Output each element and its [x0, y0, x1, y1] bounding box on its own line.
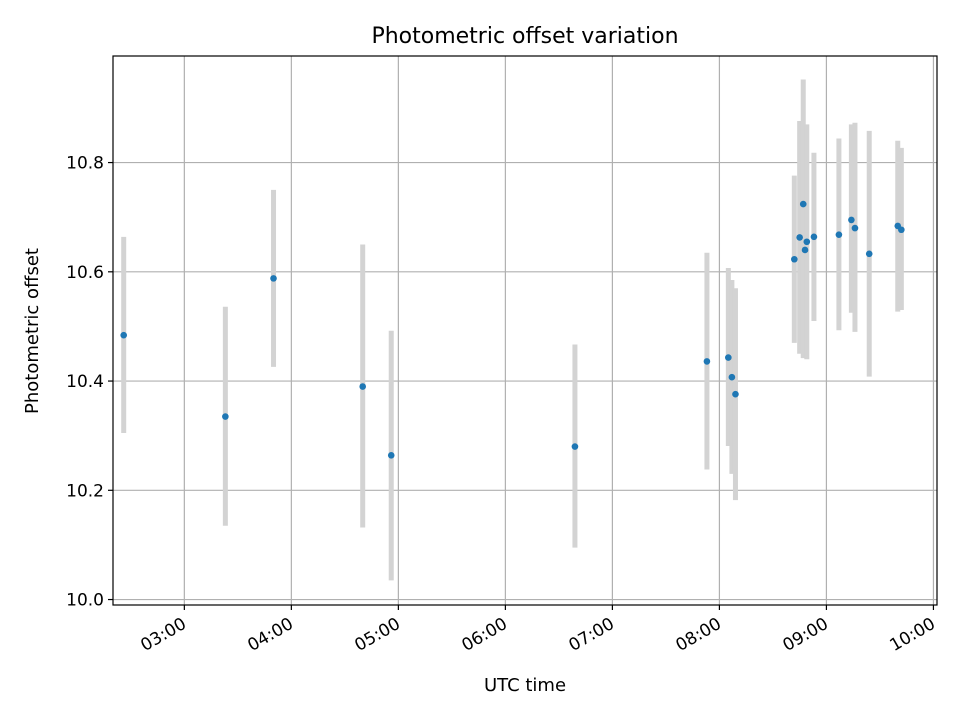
data-point [387, 452, 395, 459]
x-axis-label: UTC time [484, 675, 566, 696]
data-point [835, 231, 843, 238]
data-point [120, 331, 128, 339]
y-tick-label: 10.6 [66, 263, 104, 283]
data-point [571, 443, 579, 450]
data-point [801, 246, 809, 254]
y-tick-label: 10.8 [66, 154, 104, 174]
data-point [791, 255, 798, 263]
data-point [725, 354, 732, 361]
data-point [796, 234, 803, 241]
y-axis-label: Photometric offset [22, 248, 43, 414]
data-point [865, 250, 873, 258]
y-tick-label: 10.2 [66, 481, 104, 501]
plot-frame [112, 55, 938, 606]
data-point [898, 226, 905, 234]
data-point [851, 224, 859, 232]
data-point [270, 275, 277, 282]
data-point [703, 358, 711, 365]
data-point [803, 238, 811, 246]
chart-title: Photometric offset variation [371, 24, 678, 49]
data-point [848, 216, 855, 224]
y-tick-label: 10.0 [66, 591, 104, 611]
data-point [732, 390, 739, 398]
y-axis-ticks: 10.0 10.2 10.4 10.6 10.8 [66, 154, 113, 611]
data-point [359, 383, 366, 390]
data-point [728, 373, 736, 381]
data-point [799, 200, 807, 208]
data-point [222, 413, 229, 420]
data-points [120, 200, 905, 459]
y-tick-label: 10.4 [66, 372, 104, 392]
data-point [810, 233, 818, 241]
